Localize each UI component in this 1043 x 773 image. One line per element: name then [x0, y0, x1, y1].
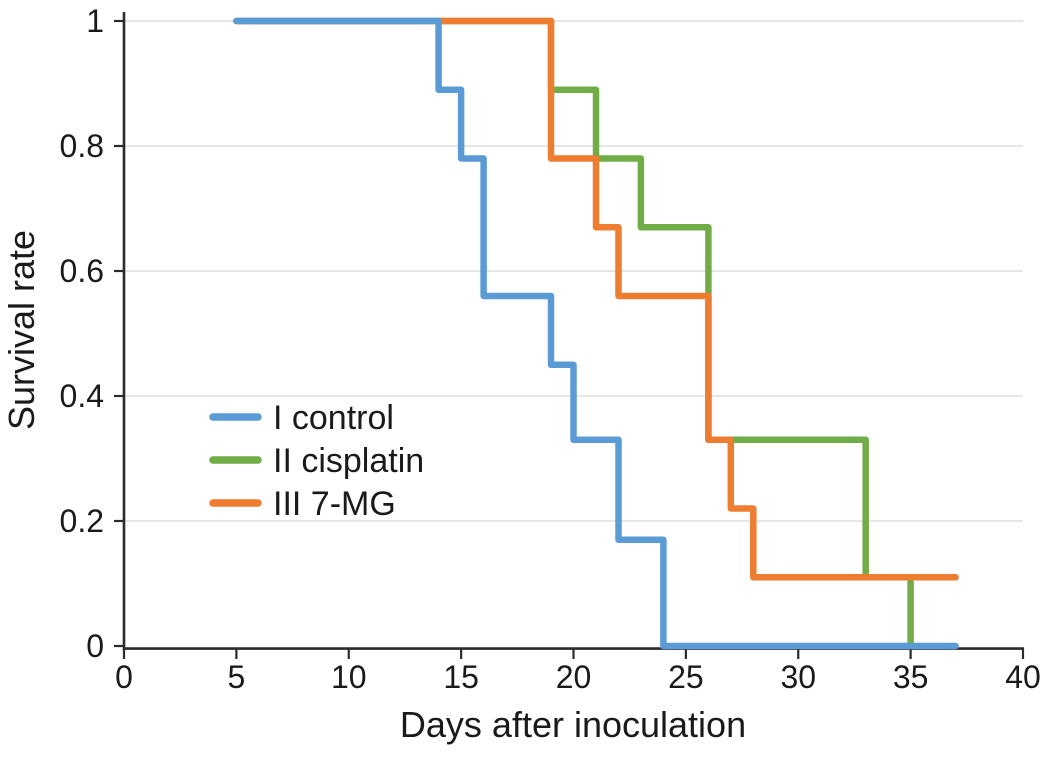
legend-label-iii-7-mg: III 7-MG: [273, 485, 396, 523]
tick-labels: 0 5 10 15 20 25 30 35 40 0 0.2 0.4 0.6 0.8 1: [60, 3, 1041, 695]
x-tick-label: 15: [443, 659, 479, 695]
x-tick-label: 0: [115, 659, 133, 695]
x-tick-label: 40: [1005, 659, 1041, 695]
x-axis-title: Days after inoculation: [400, 704, 746, 745]
x-tick-label: 25: [668, 659, 704, 695]
y-axis-title: Survival rate: [1, 230, 42, 430]
axes: [114, 12, 1025, 659]
legend-label-i-control: I control: [273, 399, 394, 437]
legend-label-ii-cisplatin: II cisplatin: [273, 442, 424, 480]
y-tick-label: 0.6: [60, 253, 104, 289]
y-tick-label: 0.4: [60, 378, 104, 414]
x-tick-label: 10: [331, 659, 367, 695]
series-path-iii-7-mg: [233, 17, 959, 581]
y-tick-label: 0.2: [60, 503, 104, 539]
y-tick-label: 0.8: [60, 128, 104, 164]
y-tick-label: 1: [86, 3, 104, 39]
x-tick-label: 5: [227, 659, 245, 695]
x-tick-label: 30: [780, 659, 816, 695]
series-group: [233, 17, 959, 650]
legend: I control II cisplatin III 7-MG: [209, 399, 424, 523]
series-path-ii-cisplatin: [233, 17, 914, 650]
gridlines: [124, 20, 1023, 522]
x-tick-label: 20: [556, 659, 592, 695]
x-tick-label: 35: [893, 659, 929, 695]
y-tick-label: 0: [86, 628, 104, 664]
series-path-i-control: [233, 17, 959, 650]
